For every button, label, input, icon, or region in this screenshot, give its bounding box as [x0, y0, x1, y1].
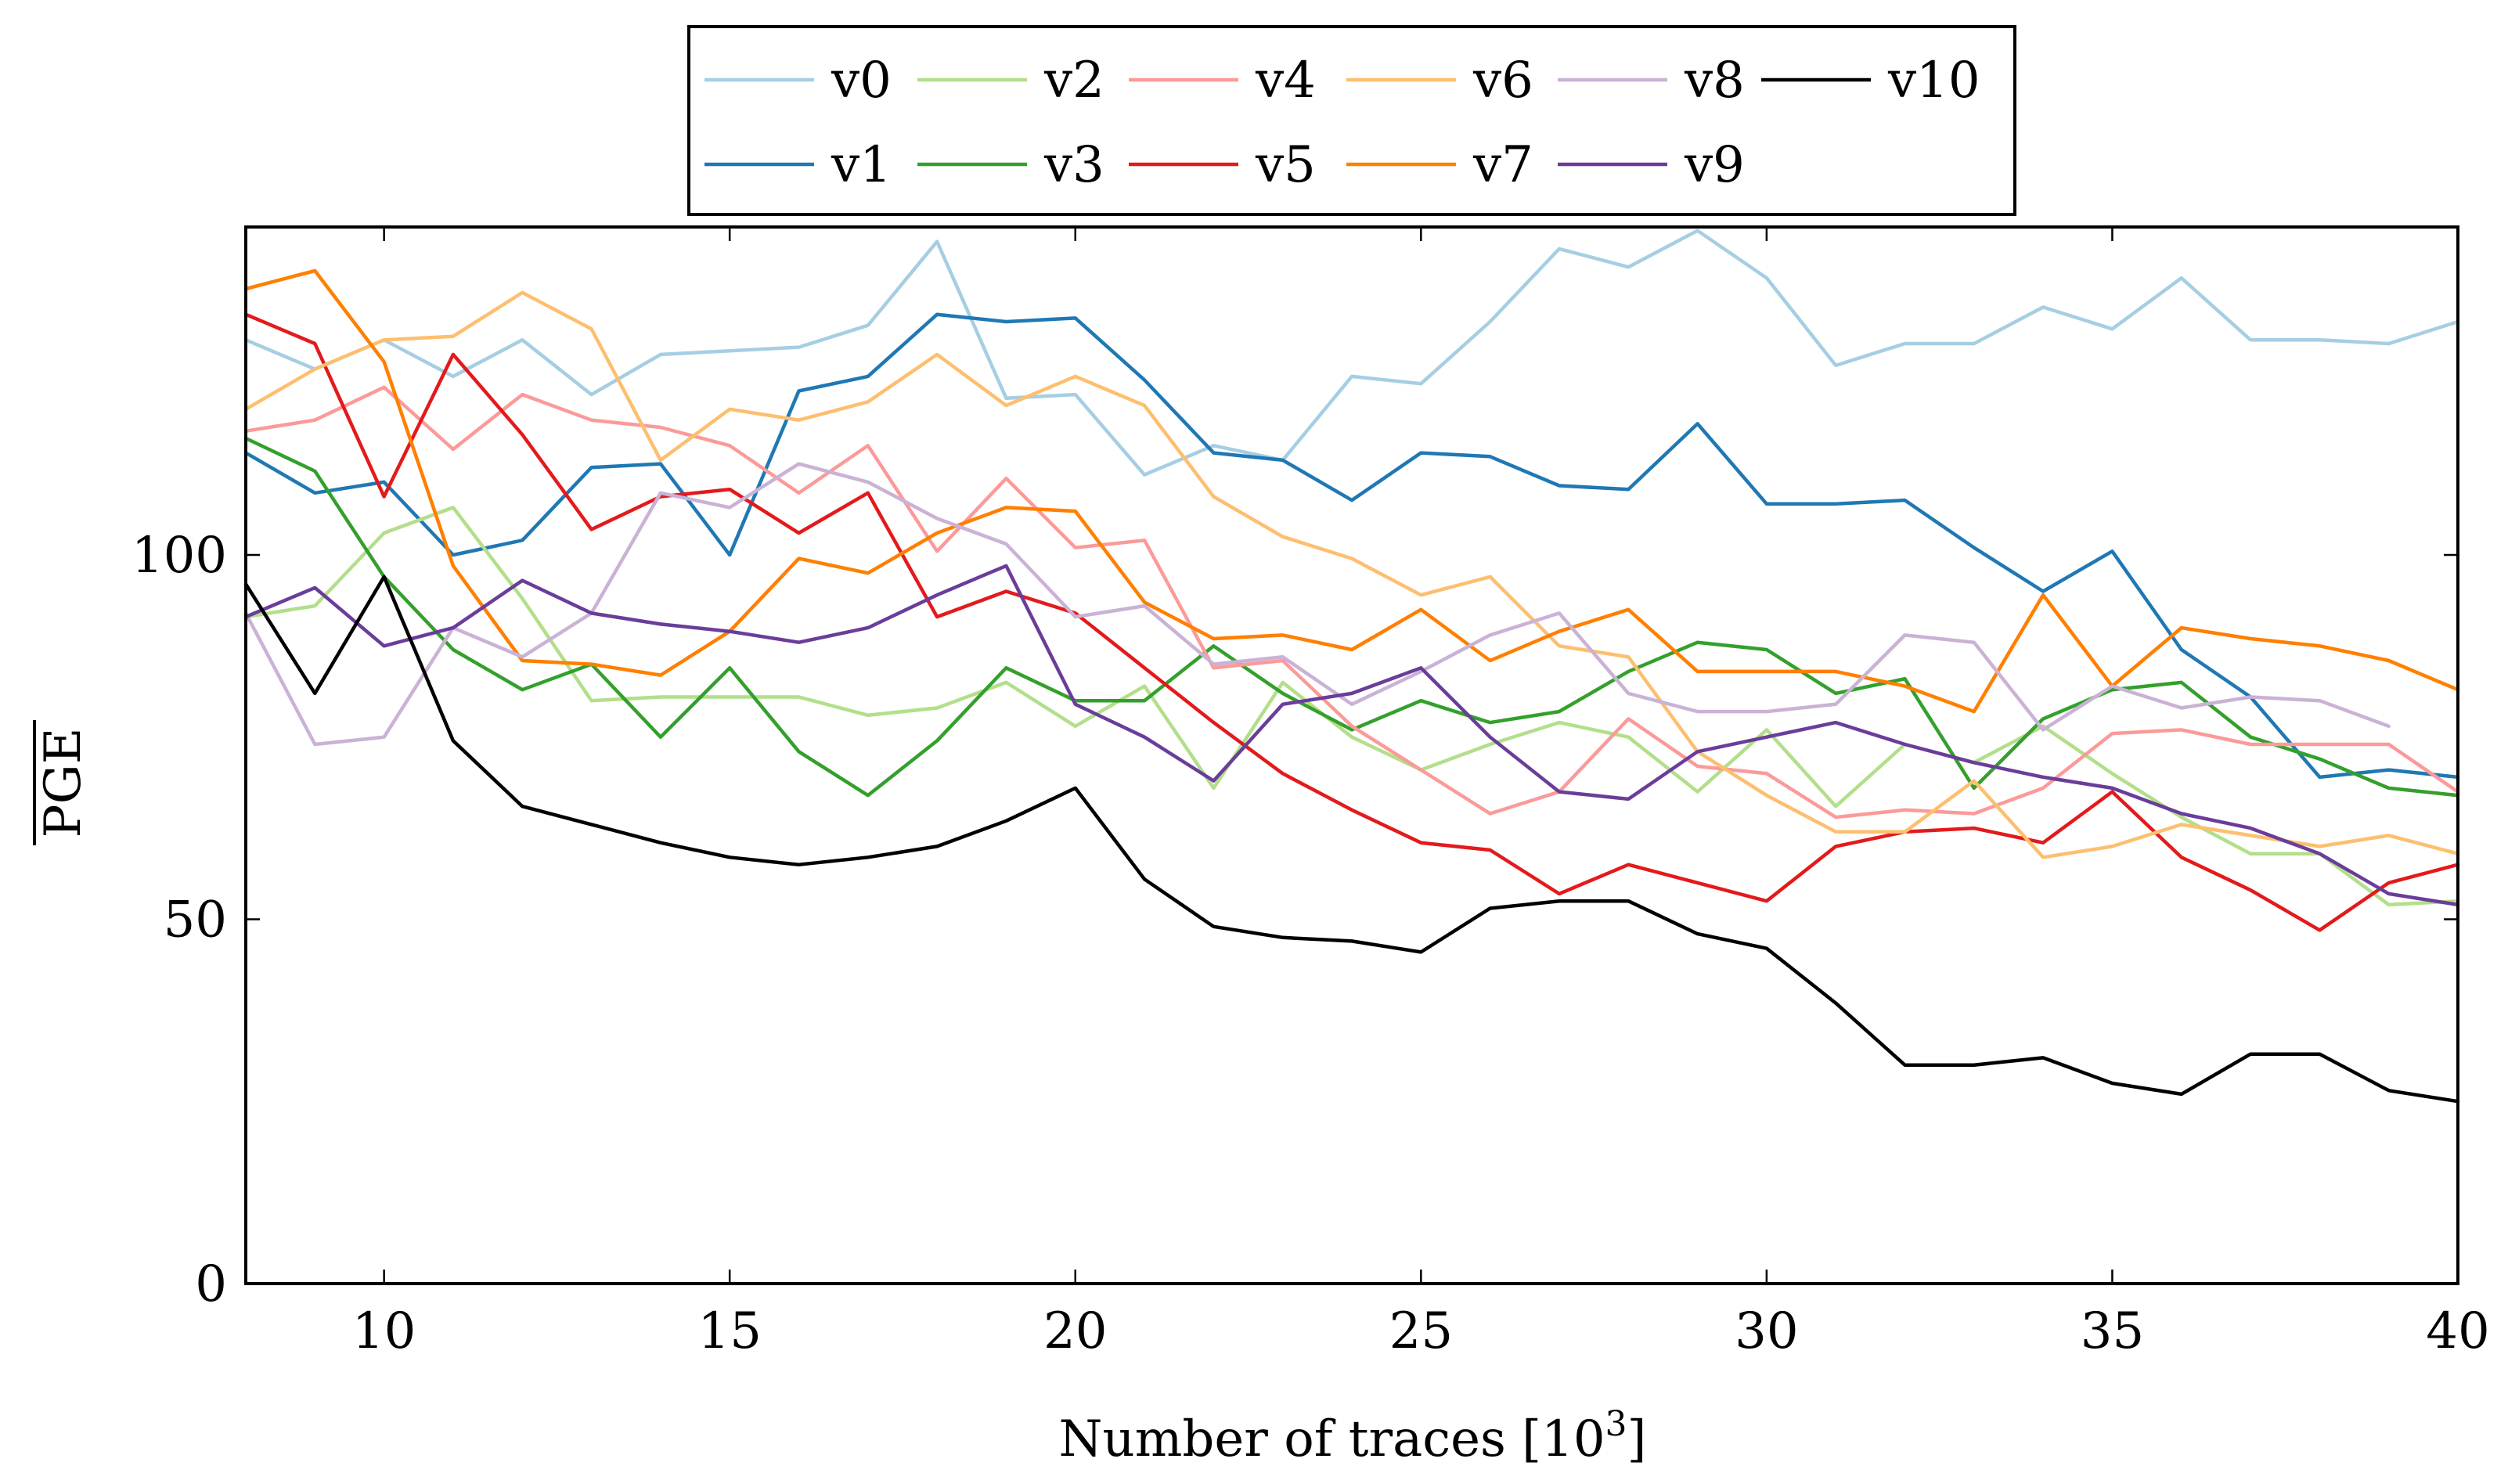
- x-tick-label: 15: [697, 1302, 761, 1360]
- legend-label-v2: v2: [1043, 52, 1104, 110]
- legend-box: [687, 25, 2016, 216]
- legend-label-v10: v10: [1887, 52, 1980, 110]
- y-axis-title-group: PGE: [33, 720, 92, 845]
- legend-label-v9: v9: [1684, 136, 1745, 194]
- x-tick-label: 35: [2081, 1302, 2144, 1360]
- legend-label-v8: v8: [1684, 52, 1745, 110]
- x-tick-label: 30: [1735, 1302, 1798, 1360]
- legend-label-v4: v4: [1255, 52, 1316, 110]
- series-line-v7: [243, 268, 2460, 714]
- series-line-v3: [243, 436, 2460, 798]
- x-tick-label: 25: [1389, 1302, 1453, 1360]
- series-line-v4: [243, 385, 2460, 819]
- y-tick-label: 0: [195, 1255, 227, 1313]
- y-tick-label: 50: [164, 891, 227, 949]
- legend-label-v5: v5: [1255, 136, 1316, 194]
- tick-labels: 10 15 20 25 30 35 40 0 50 100: [132, 527, 2490, 1360]
- legend: v0 v1 v2 v3 v4 v5 v6 v7 v8 v9 v10: [687, 25, 2016, 216]
- x-tick-label: 20: [1043, 1302, 1107, 1360]
- y-tick-label: 100: [132, 527, 227, 585]
- legend-label-v7: v7: [1472, 136, 1533, 194]
- x-tick-label: 40: [2426, 1302, 2489, 1360]
- series-line-v9: [243, 564, 2460, 907]
- legend-label-v6: v6: [1472, 52, 1533, 110]
- series-line-v6: [243, 290, 2460, 859]
- series-line-v8: [243, 462, 2391, 747]
- series-line-v0: [243, 229, 2460, 477]
- y-axis-title: PGE: [34, 728, 92, 838]
- x-axis-title: Number of traces [103]: [1059, 1404, 1647, 1468]
- legend-label-v0: v0: [831, 52, 892, 110]
- x-axis-title-close: ]: [1627, 1410, 1647, 1468]
- plot-frame: [244, 225, 2459, 1285]
- x-tick-label: 10: [352, 1302, 416, 1360]
- series-line-v10: [243, 575, 2460, 1104]
- legend-label-v3: v3: [1043, 136, 1104, 194]
- series-lines: [243, 229, 2460, 1104]
- series-line-v1: [243, 312, 2460, 780]
- legend-label-v1: v1: [831, 136, 892, 194]
- series-line-v2: [243, 506, 2460, 907]
- x-axis-title-superscript: 3: [1605, 1404, 1627, 1444]
- series-line-v5: [243, 312, 2460, 932]
